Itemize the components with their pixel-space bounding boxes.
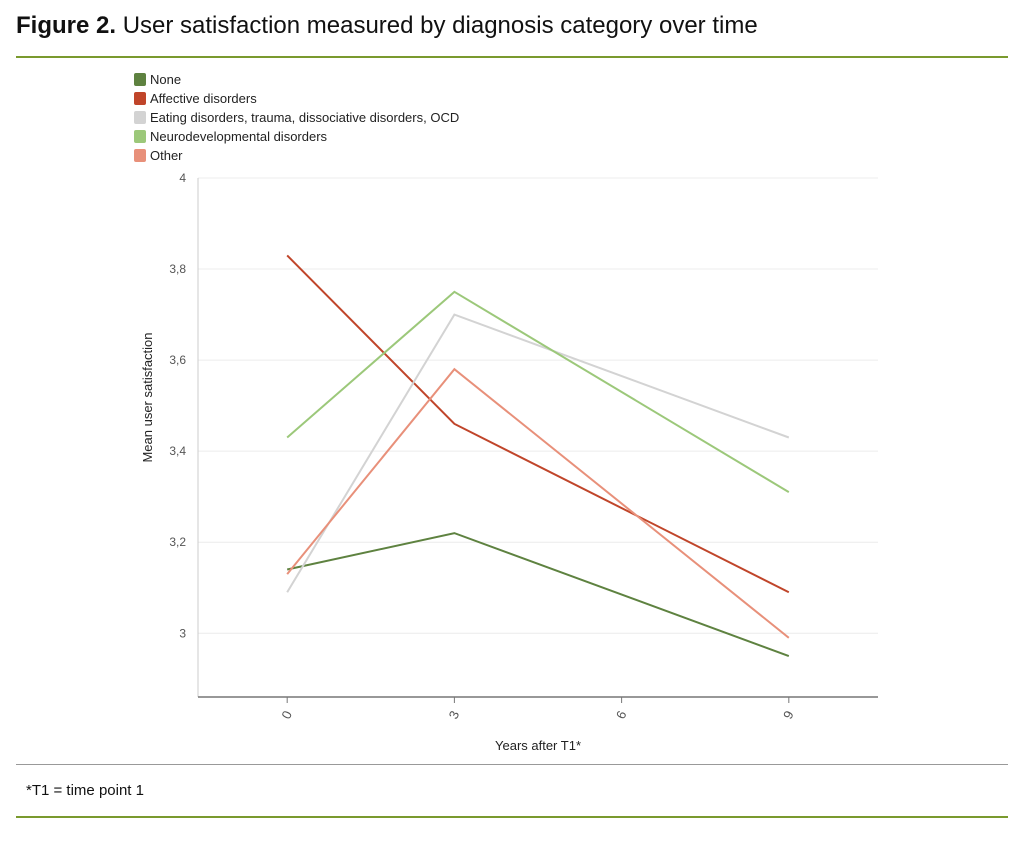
legend-label: Eating disorders, trauma, dissociative d… — [150, 110, 459, 125]
legend-swatch — [134, 92, 146, 105]
legend-swatch — [134, 130, 146, 143]
figure-caption: User satisfaction measured by diagnosis … — [122, 12, 758, 39]
figure-label: Figure 2. — [16, 12, 117, 39]
x-tick-label: 3 — [446, 708, 463, 721]
legend-swatch — [134, 111, 146, 124]
series-line-2 — [286, 313, 790, 593]
legend-label: None — [150, 72, 181, 87]
figure-title: Figure 2. User satisfaction measured by … — [16, 12, 758, 40]
legend-label: Affective disorders — [150, 91, 257, 106]
top-rule — [16, 56, 1008, 58]
x-tick-label: 0 — [278, 708, 295, 721]
legend-label: Neurodevelopmental disorders — [150, 129, 328, 144]
footnote: *T1 = time point 1 — [26, 782, 144, 799]
bottom-rule — [16, 816, 1008, 818]
y-tick-label: 3,6 — [169, 353, 186, 367]
y-tick-label: 3,4 — [169, 444, 186, 458]
x-axis-label: Years after T1* — [495, 738, 581, 753]
footnote-divider — [16, 764, 1008, 765]
x-tick-label: 6 — [613, 708, 630, 721]
y-tick-label: 3,8 — [169, 262, 186, 276]
legend-label: Other — [150, 148, 183, 163]
y-tick-label: 3,2 — [169, 535, 186, 549]
series-line-0 — [286, 532, 790, 657]
legend-swatch — [134, 149, 146, 162]
legend-swatch — [134, 73, 146, 86]
y-tick-label: 4 — [179, 171, 186, 185]
x-tick-label: 9 — [780, 708, 797, 721]
y-axis-label: Mean user satisfaction — [140, 332, 155, 462]
y-tick-label: 3 — [179, 626, 186, 640]
series-line-3 — [286, 290, 790, 493]
